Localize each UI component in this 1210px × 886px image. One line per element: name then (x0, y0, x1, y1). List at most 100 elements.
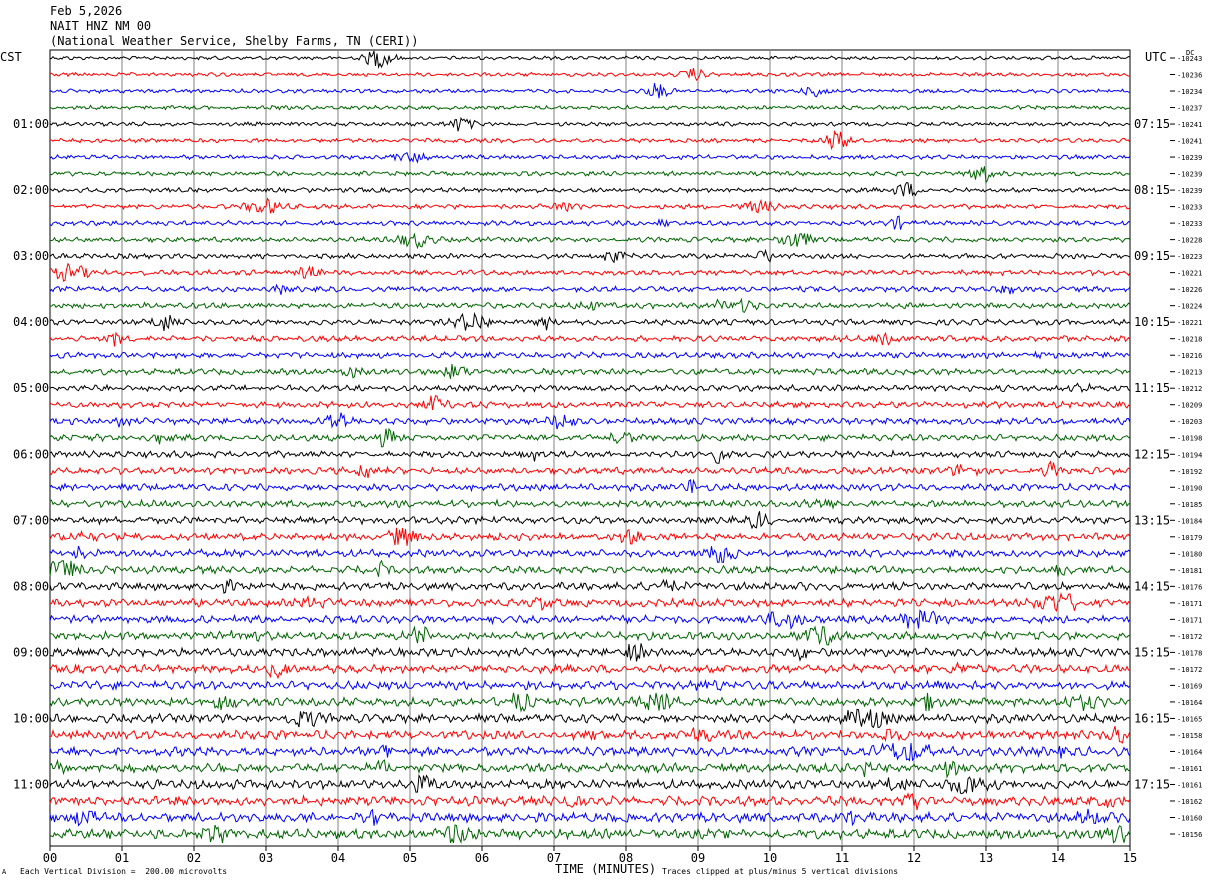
right-hour-label: 09:15 (1134, 249, 1170, 263)
dc-offset-label: -10221 (1177, 319, 1202, 327)
dc-offset-label: -10203 (1177, 418, 1202, 426)
location-label: (National Weather Service, Shelby Farms,… (50, 34, 419, 48)
trace-line (49, 350, 1131, 360)
left-hour-label: 01:00 (13, 117, 49, 131)
left-hour-label: 04:00 (13, 315, 49, 329)
trace-line (49, 559, 1131, 577)
right-hour-label: 15:15 (1134, 645, 1170, 659)
dc-offset-label: -10160 (1177, 814, 1202, 822)
dc-offset-label: -10171 (1177, 600, 1202, 608)
trace-line (49, 83, 1131, 99)
dc-offset-label: -10181 (1177, 567, 1202, 575)
trace-line (49, 792, 1131, 811)
right-hour-label: 10:15 (1134, 315, 1170, 329)
trace-line (49, 395, 1131, 411)
trace-line (49, 478, 1131, 494)
corner-mark: A (2, 868, 7, 876)
trace-line (49, 725, 1131, 744)
trace-line (49, 692, 1131, 713)
date-label: Feb 5,2026 (50, 4, 123, 18)
dc-offset-label: -10192 (1177, 468, 1202, 476)
dc-offset-label: -10212 (1177, 385, 1202, 393)
dc-label: DC (1186, 49, 1195, 57)
dc-offset-label: -10180 (1177, 550, 1202, 558)
dc-offset-label: -10190 (1177, 484, 1202, 492)
dc-offset-label: -10213 (1177, 369, 1202, 377)
dc-offset-label: -10239 (1177, 154, 1202, 162)
dc-offset-label: -10194 (1177, 451, 1202, 459)
left-hour-label: 10:00 (13, 711, 49, 725)
right-hour-label: 08:15 (1134, 183, 1170, 197)
trace-line (49, 661, 1131, 680)
x-tick-label: 09 (691, 851, 705, 865)
dc-offset-label: -10241 (1177, 121, 1202, 129)
dc-offset-label: -10239 (1177, 187, 1202, 195)
dc-offset-label: -10184 (1177, 517, 1202, 525)
dc-offset-label: -10239 (1177, 171, 1202, 179)
dc-offset-label: -10218 (1177, 336, 1202, 344)
trace-line (49, 50, 1131, 69)
trace-line (49, 625, 1131, 646)
trace-line (49, 182, 1131, 197)
left-hour-label: 09:00 (13, 645, 49, 659)
trace-line (49, 578, 1131, 595)
right-hour-label: 07:15 (1134, 117, 1170, 131)
right-hour-label: 16:15 (1134, 711, 1170, 725)
left-hour-label: 02:00 (13, 183, 49, 197)
x-tick-label: 02 (187, 851, 201, 865)
x-tick-label: 03 (259, 851, 273, 865)
left-hour-label: 03:00 (13, 249, 49, 263)
dc-offset-label: -10158 (1177, 732, 1202, 740)
x-tick-label: 00 (43, 851, 57, 865)
dc-offset-label: -10172 (1177, 633, 1202, 641)
dc-offset-label: -10216 (1177, 352, 1202, 360)
dc-offset-label: -10237 (1177, 105, 1202, 113)
trace-line (49, 592, 1131, 613)
dc-offset-label: -10233 (1177, 204, 1202, 212)
x-tick-label: 08 (619, 851, 633, 865)
trace-line (49, 232, 1131, 250)
trace-line (49, 497, 1131, 510)
left-timezone-label: CST (0, 50, 22, 64)
dc-offset-label: -10164 (1177, 748, 1202, 756)
left-hour-label: 11:00 (13, 777, 49, 791)
trace-line (49, 283, 1131, 295)
trace-line (49, 412, 1131, 430)
dc-offset-label: -10221 (1177, 270, 1202, 278)
trace-line (49, 609, 1131, 630)
trace-line (49, 166, 1131, 185)
vertical-division-note: Each Vertical Division = 200.00 microvol… (20, 867, 228, 876)
trace-line (49, 460, 1131, 479)
dc-offset-label: -10162 (1177, 798, 1202, 806)
x-tick-label: 10 (763, 851, 777, 865)
right-timezone-label: UTC (1145, 50, 1167, 64)
trace-line (49, 527, 1131, 546)
trace-line (49, 331, 1131, 347)
dc-offset-label: -10179 (1177, 534, 1202, 542)
trace-line (49, 104, 1131, 111)
trace-line (49, 449, 1131, 464)
trace-line (49, 773, 1131, 795)
station-label: NAIT HNZ NM 00 (50, 19, 152, 33)
trace-line (49, 511, 1131, 530)
clip-note: Traces clipped at plus/minus 5 vertical … (662, 867, 899, 876)
trace-line (49, 197, 1131, 214)
x-tick-label: 01 (115, 851, 129, 865)
trace-line (49, 151, 1131, 164)
left-hour-label: 06:00 (13, 447, 49, 461)
dc-offset-label: -10228 (1177, 237, 1202, 245)
dc-offset-label: -10236 (1177, 72, 1202, 80)
x-tick-label: 13 (979, 851, 993, 865)
trace-line (49, 68, 1131, 82)
dc-offset-label: -10209 (1177, 402, 1202, 410)
trace-line (49, 363, 1131, 379)
dc-offset-label: -10233 (1177, 220, 1202, 228)
trace-line (49, 742, 1131, 762)
left-hour-label: 07:00 (13, 513, 49, 527)
dc-offset-label: -10161 (1177, 781, 1202, 789)
left-hour-label: 05:00 (13, 381, 49, 395)
right-hour-label: 14:15 (1134, 579, 1170, 593)
trace-line (49, 808, 1131, 827)
trace-line (49, 708, 1131, 729)
